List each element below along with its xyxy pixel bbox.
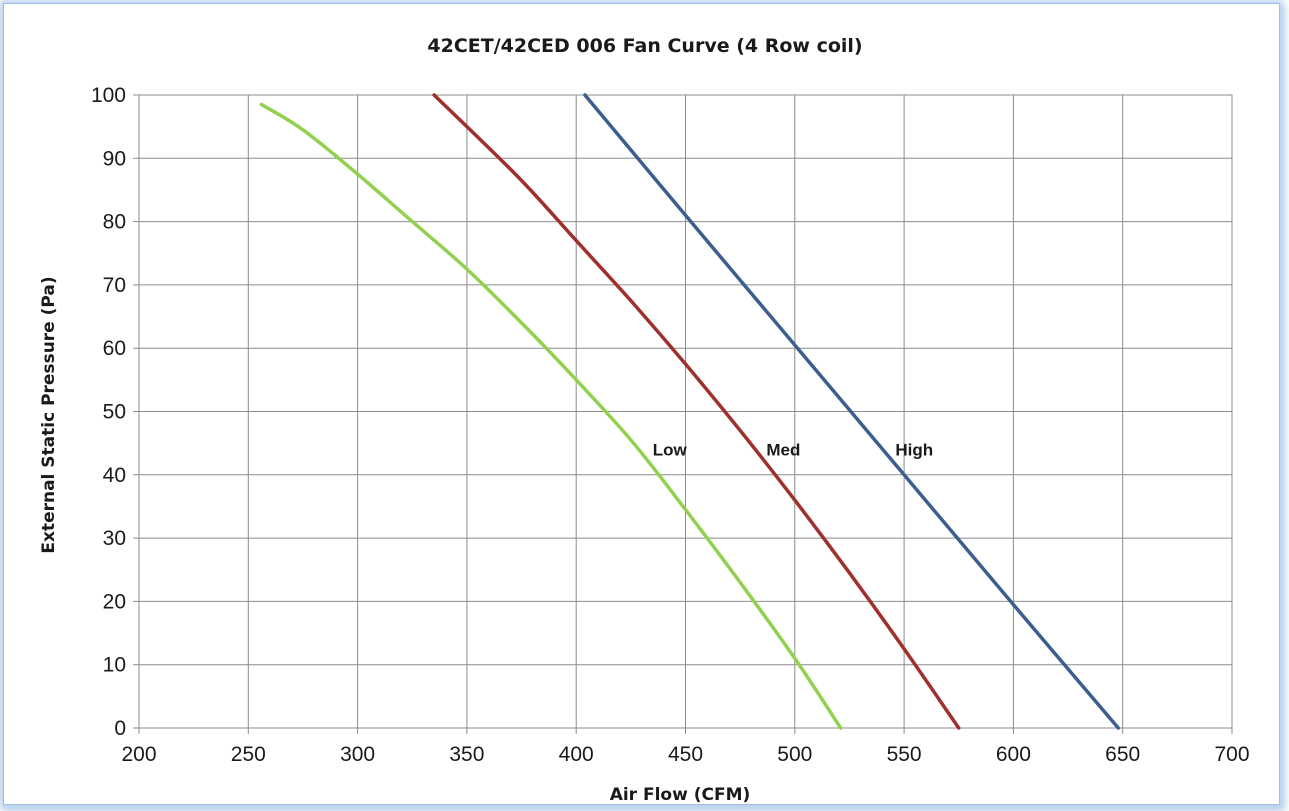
grid: [133, 94, 1233, 734]
series-labels: Low Med High: [653, 440, 933, 459]
x-tick-label-350: 350: [449, 743, 484, 766]
y-tick-label-30: 30: [103, 527, 126, 550]
y-tick-label-0: 0: [114, 717, 126, 740]
series-label-low: Low: [653, 440, 688, 459]
x-tick-label-250: 250: [231, 743, 266, 766]
series-line-med: [432, 93, 961, 730]
x-tick-label-600: 600: [996, 743, 1031, 766]
series-label-med: Med: [766, 440, 800, 459]
chart-title: 42CET/42CED 006 Fan Curve (4 Row coil): [427, 35, 862, 57]
x-tick-label-500: 500: [777, 743, 812, 766]
y-tick-label-50: 50: [103, 401, 126, 424]
chart-frame: [3, 3, 1280, 805]
y-tick-label-70: 70: [103, 274, 126, 297]
series-line-high: [583, 93, 1121, 730]
y-tick-label-80: 80: [103, 211, 126, 234]
x-tick-label-400: 400: [559, 743, 594, 766]
y-tick-labels: 0 10 20 30 40 50 60 70 80 90 100: [91, 84, 126, 740]
y-tick-label-20: 20: [103, 590, 126, 613]
series-lines: [259, 93, 1121, 730]
plot-area-border: [138, 94, 1233, 729]
x-tick-label-200: 200: [121, 743, 156, 766]
x-tick-label-450: 450: [668, 743, 703, 766]
y-tick-label-40: 40: [103, 464, 126, 487]
y-tick-label-90: 90: [103, 147, 126, 170]
y-tick-label-10: 10: [103, 654, 126, 677]
x-tick-label-300: 300: [340, 743, 375, 766]
y-tick-label-60: 60: [103, 337, 126, 360]
y-axis-title: External Static Pressure (Pa): [39, 276, 59, 553]
y-tick-label-100: 100: [91, 84, 126, 107]
x-tick-label-700: 700: [1214, 743, 1249, 766]
series-line-low: [259, 102, 843, 730]
plot-border: [138, 94, 1233, 729]
x-tick-label-550: 550: [887, 743, 922, 766]
x-tick-label-650: 650: [1105, 743, 1140, 766]
x-axis-title: Air Flow (CFM): [610, 785, 751, 805]
x-tick-labels: 200 250 300 350 400 450 500 550 600 650 700: [121, 743, 1249, 766]
series-label-high: High: [895, 440, 933, 459]
